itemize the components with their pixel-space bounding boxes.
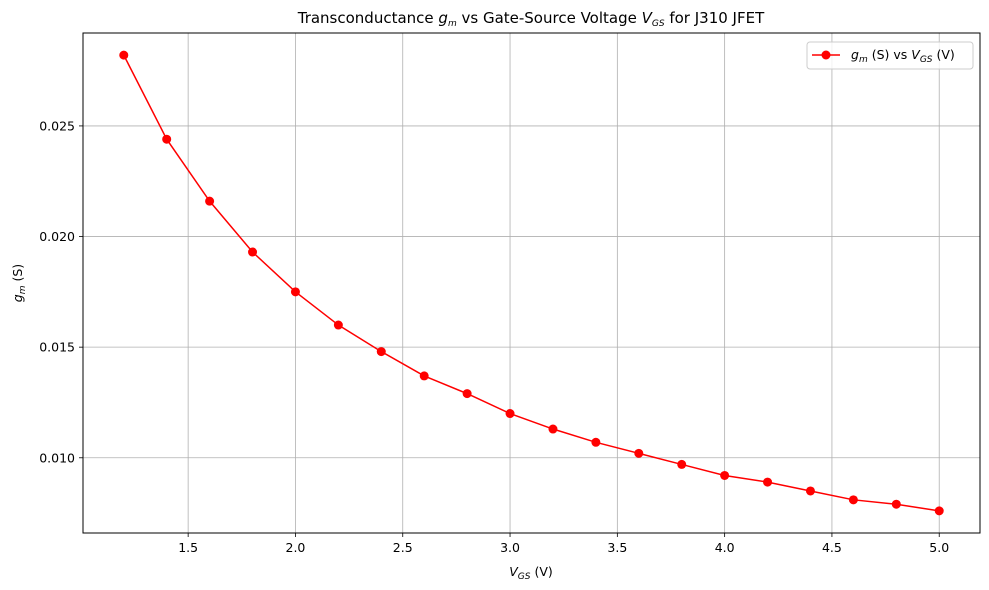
legend-box: [806, 41, 974, 70]
data-point: [376, 347, 386, 357]
y-axis-ticks: 0.010 0.015 0.020 0.025: [39, 118, 83, 465]
y-tick-label: 0.010: [39, 450, 75, 465]
data-series: [119, 50, 944, 516]
data-point: [634, 448, 644, 458]
data-point: [462, 389, 472, 399]
x-tick-label: 3.5: [607, 540, 627, 555]
y-tick-label: 0.025: [39, 118, 75, 133]
x-tick-label: 5.0: [929, 540, 949, 555]
data-point: [548, 424, 558, 434]
x-tick-label: 1.5: [178, 540, 198, 555]
series-line: [123, 54, 940, 512]
data-point: [848, 495, 858, 505]
x-tick-label: 2.0: [286, 540, 306, 555]
data-point: [205, 196, 215, 206]
x-tick-label: 4.0: [715, 540, 735, 555]
x-axis-label: VGS (V): [509, 564, 553, 582]
plot-area-frame: [82, 32, 981, 534]
data-point: [720, 470, 730, 480]
data-point: [119, 50, 129, 60]
y-tick-label: 0.020: [39, 229, 75, 244]
y-tick-label: 0.015: [39, 340, 75, 355]
data-point: [591, 437, 601, 447]
x-tick-label: 4.5: [822, 540, 842, 555]
x-tick-label: 2.5: [393, 540, 413, 555]
data-point: [333, 320, 343, 330]
x-tick-label: 3.0: [500, 540, 520, 555]
data-point: [162, 134, 172, 144]
chart-title: Transconductance gm vs Gate-Source Volta…: [297, 9, 765, 29]
legend-marker-swatch: [821, 50, 831, 60]
grid-lines: [83, 33, 980, 533]
y-axis-label: gm (S): [10, 264, 28, 302]
x-axis-ticks: 1.5 2.0 2.5 3.0 3.5 4.0 4.5 5.0: [178, 533, 949, 555]
legend-label: gm (S) vs VGS (V): [851, 47, 955, 65]
data-point: [505, 409, 515, 419]
data-point: [677, 459, 687, 469]
data-point: [763, 477, 773, 487]
data-point: [805, 486, 815, 496]
data-point: [419, 371, 429, 381]
data-point: [248, 247, 258, 257]
legend: gm (S) vs VGS (V): [806, 41, 974, 70]
data-point: [934, 506, 944, 516]
data-point: [891, 499, 901, 509]
data-point: [290, 287, 300, 297]
